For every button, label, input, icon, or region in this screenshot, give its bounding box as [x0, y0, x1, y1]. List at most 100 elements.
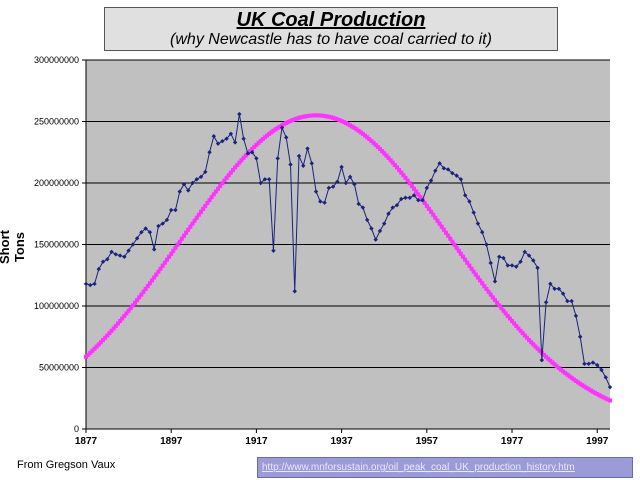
fit-curve-point [399, 170, 404, 175]
fit-curve-point [480, 281, 485, 286]
fit-curve-point [595, 392, 600, 397]
production-point [454, 173, 459, 178]
fit-curve-point [209, 195, 214, 200]
production-point [83, 281, 89, 287]
production-point [518, 259, 523, 264]
fit-curve-point [488, 292, 493, 297]
fit-curve-point [286, 119, 291, 124]
fit-curve-point [86, 352, 91, 357]
production-point [360, 205, 366, 210]
fit-curve-point [98, 340, 103, 345]
fit-curve-point [409, 183, 414, 188]
fit-curve-point [516, 326, 521, 331]
fit-curve-point [348, 123, 353, 128]
production-point [105, 257, 110, 262]
production-point [411, 193, 417, 198]
fit-curve-point [514, 323, 519, 328]
production-point [399, 196, 404, 202]
fit-curve-point [137, 295, 142, 300]
production-point [203, 169, 208, 175]
fit-curve-point [510, 319, 515, 324]
production-point [339, 164, 344, 170]
x-tick-label: 1997 [586, 436, 609, 447]
source-link[interactable]: http://www.mnforsustain.org/oil_peak_coa… [257, 457, 633, 478]
fit-curve-point [328, 115, 333, 120]
fit-curve-point [337, 118, 342, 123]
fit-curve-point [473, 272, 478, 277]
production-point [420, 198, 425, 203]
production-point [275, 156, 280, 161]
fit-curve-point [478, 278, 483, 283]
fit-curve-point [194, 215, 199, 220]
fit-curve-point [130, 303, 135, 308]
fit-curve-point [426, 206, 431, 211]
production-point [407, 195, 412, 200]
fit-curve-point [469, 266, 474, 271]
production-point [241, 136, 246, 141]
production-point [386, 211, 391, 216]
fit-curve-point [141, 289, 146, 294]
fit-curve-point [471, 269, 476, 274]
production-point [296, 153, 302, 159]
fit-curve-point [109, 328, 114, 333]
production-point [335, 179, 340, 184]
fit-curve-point [152, 275, 157, 280]
production-point [599, 367, 604, 373]
fit-curve-point [326, 114, 331, 119]
y-tick-label: 0 [74, 424, 79, 434]
fit-curve-point [484, 286, 489, 291]
fit-curve-point [441, 227, 446, 232]
fit-curve-point [290, 118, 295, 123]
fit-curve-point [162, 260, 167, 265]
fit-curve-point [490, 295, 495, 300]
production-point [501, 255, 506, 261]
fit-curve-point [375, 144, 380, 149]
fit-curve-point [203, 203, 208, 208]
fit-curve-point [115, 321, 120, 326]
fit-curve-point [439, 224, 444, 229]
production-point [224, 136, 229, 141]
production-point [113, 252, 119, 257]
fit-curve-point [243, 153, 248, 158]
production-point [232, 140, 238, 145]
fit-curve-point [160, 263, 165, 268]
fit-curve-point [220, 181, 225, 186]
fit-curve-point [216, 186, 221, 191]
fit-curve-point [550, 360, 555, 365]
fit-curve-point [424, 203, 429, 208]
fit-curve-point [301, 114, 306, 119]
fit-curve-point [452, 242, 457, 247]
fit-curve-point [256, 140, 261, 145]
fit-curve-point [235, 163, 240, 168]
fit-curve-point [84, 354, 88, 359]
production-point [522, 249, 527, 255]
fit-curve-point [429, 209, 434, 214]
production-point [258, 180, 263, 186]
fit-curve-point [354, 127, 359, 132]
fit-curve-point [507, 316, 512, 321]
production-point [147, 230, 153, 235]
fit-curve-point [431, 212, 436, 217]
fit-curve-point [576, 380, 581, 385]
production-point [181, 182, 187, 187]
fit-curve-point [277, 124, 282, 129]
x-tick-label: 1957 [416, 436, 439, 447]
fit-curve-point [356, 128, 361, 133]
y-tick-label: 100000000 [34, 301, 79, 311]
production-point [488, 260, 493, 266]
x-tick-label: 1877 [75, 436, 98, 447]
fit-curve-point [201, 206, 206, 211]
fit-curve-point [601, 395, 606, 400]
fit-curve-point [305, 113, 310, 118]
production-point [254, 156, 259, 161]
fit-curve-point [96, 342, 101, 347]
fit-curve-point [241, 155, 246, 160]
fit-curve-point [467, 263, 472, 268]
fit-curve-point [518, 328, 523, 333]
fit-curve-point [339, 118, 344, 123]
fit-curve-point [132, 300, 137, 305]
fit-curve-point [608, 398, 612, 403]
fit-curve-point [173, 245, 178, 250]
production-point [164, 217, 170, 223]
production-point [424, 185, 430, 191]
